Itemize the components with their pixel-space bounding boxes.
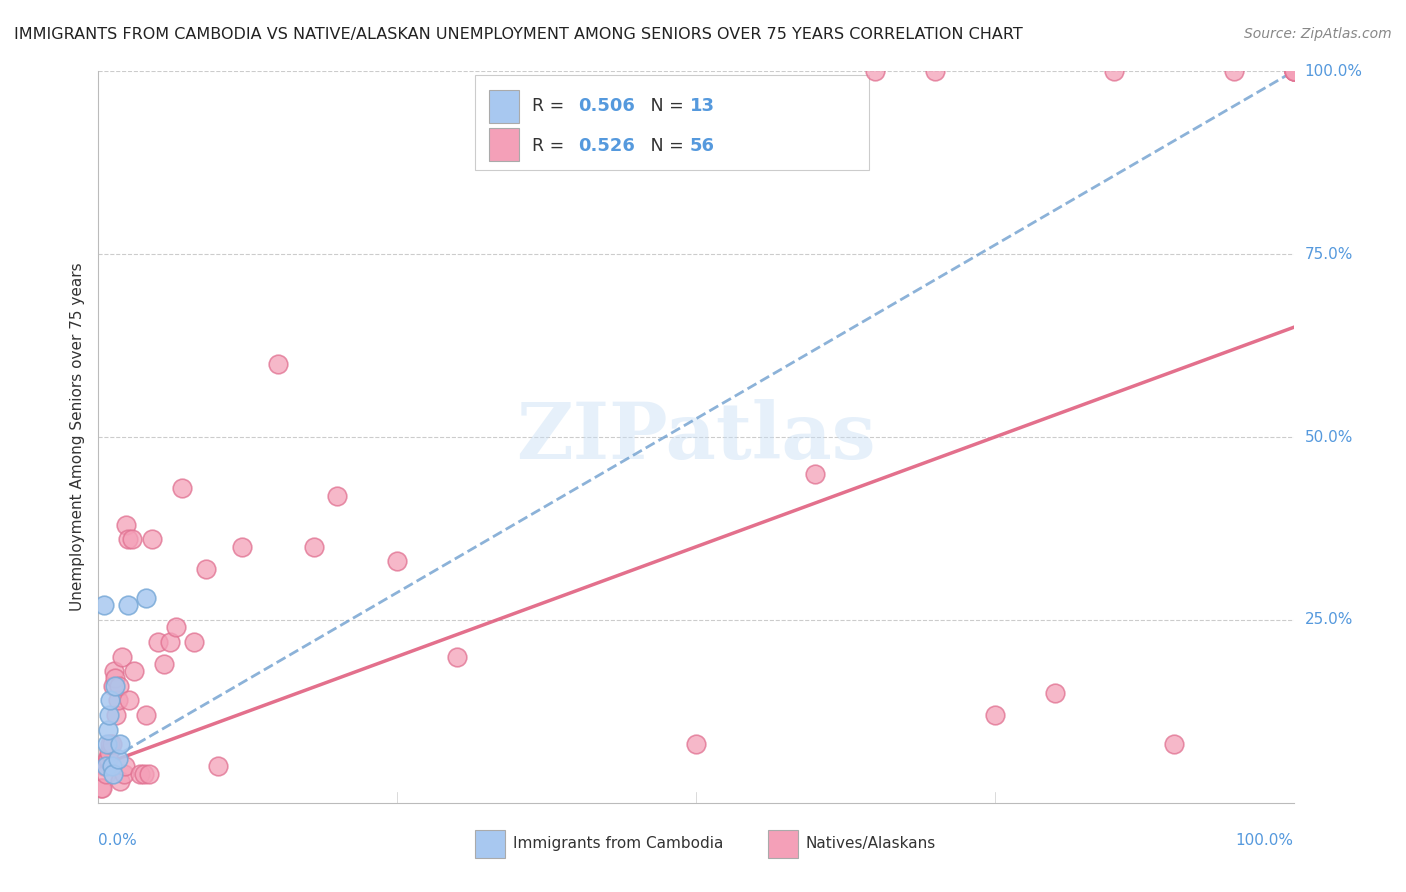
Point	[98, 737, 122, 751]
Point	[115, 517, 138, 532]
Point	[138, 766, 160, 780]
Point	[117, 533, 139, 547]
FancyBboxPatch shape	[489, 90, 519, 122]
Point	[96, 737, 118, 751]
Point	[141, 533, 163, 547]
FancyBboxPatch shape	[489, 128, 519, 161]
Point	[804, 467, 827, 481]
Point	[1104, 64, 1126, 78]
Point	[124, 664, 146, 678]
Text: 25.0%: 25.0%	[1305, 613, 1353, 627]
Point	[101, 679, 124, 693]
Point	[195, 562, 218, 576]
Point	[104, 679, 127, 693]
Point	[326, 489, 349, 503]
Point	[93, 599, 115, 613]
Text: 50.0%: 50.0%	[1305, 430, 1353, 444]
Point	[93, 759, 115, 773]
Point	[90, 781, 112, 796]
Point	[118, 693, 141, 707]
Point	[98, 708, 121, 723]
Point	[135, 708, 157, 723]
Point	[107, 679, 129, 693]
Text: 0.0%: 0.0%	[98, 833, 138, 848]
Point	[231, 540, 253, 554]
Text: 0.526: 0.526	[578, 137, 634, 155]
Text: 56: 56	[690, 137, 716, 155]
Point	[267, 357, 290, 371]
Point	[112, 766, 135, 780]
Point	[107, 752, 129, 766]
Point	[135, 591, 157, 605]
Point	[132, 766, 155, 780]
Text: N =: N =	[634, 137, 689, 155]
Point	[98, 745, 121, 759]
Point	[1043, 686, 1066, 700]
Point	[153, 657, 176, 671]
Point	[183, 635, 205, 649]
Point	[101, 766, 124, 780]
Text: 0.506: 0.506	[578, 97, 634, 115]
Text: R =: R =	[533, 97, 569, 115]
Point	[97, 723, 120, 737]
Point	[165, 620, 187, 634]
Point	[865, 64, 887, 78]
Point	[108, 737, 131, 751]
Text: 100.0%: 100.0%	[1305, 64, 1362, 78]
Point	[924, 64, 946, 78]
Point	[94, 766, 117, 780]
Point	[1282, 64, 1305, 78]
Point	[91, 781, 114, 796]
Point	[111, 649, 134, 664]
Point	[446, 649, 468, 664]
Point	[1163, 737, 1185, 751]
Point	[100, 737, 122, 751]
Text: Immigrants from Cambodia: Immigrants from Cambodia	[513, 837, 724, 851]
Point	[100, 759, 122, 773]
FancyBboxPatch shape	[768, 830, 797, 858]
FancyBboxPatch shape	[475, 830, 505, 858]
Point	[148, 635, 170, 649]
Point	[94, 759, 117, 773]
Point	[114, 759, 136, 773]
Text: ZIPatlas: ZIPatlas	[516, 399, 876, 475]
Point	[121, 533, 143, 547]
Point	[108, 773, 131, 788]
Point	[1282, 64, 1305, 78]
Point	[96, 752, 118, 766]
FancyBboxPatch shape	[475, 75, 869, 170]
Text: N =: N =	[634, 97, 689, 115]
Point	[984, 708, 1007, 723]
Point	[97, 752, 120, 766]
Point	[207, 759, 229, 773]
Text: 13: 13	[690, 97, 716, 115]
Point	[1282, 64, 1305, 78]
Text: 100.0%: 100.0%	[1236, 833, 1294, 848]
Point	[1282, 64, 1305, 78]
Y-axis label: Unemployment Among Seniors over 75 years: Unemployment Among Seniors over 75 years	[69, 263, 84, 611]
Point	[385, 554, 409, 568]
Text: 75.0%: 75.0%	[1305, 247, 1353, 261]
Point	[107, 693, 129, 707]
Text: IMMIGRANTS FROM CAMBODIA VS NATIVE/ALASKAN UNEMPLOYMENT AMONG SENIORS OVER 75 YE: IMMIGRANTS FROM CAMBODIA VS NATIVE/ALASK…	[14, 27, 1022, 42]
Point	[103, 664, 125, 678]
Point	[105, 708, 128, 723]
Point	[129, 766, 152, 780]
Point	[98, 693, 122, 707]
Point	[1223, 64, 1246, 78]
Point	[172, 481, 194, 495]
Text: Source: ZipAtlas.com: Source: ZipAtlas.com	[1244, 27, 1392, 41]
Point	[117, 599, 139, 613]
Point	[302, 540, 325, 554]
Point	[685, 737, 707, 751]
Text: R =: R =	[533, 137, 569, 155]
Text: Natives/Alaskans: Natives/Alaskans	[806, 837, 936, 851]
Point	[159, 635, 181, 649]
Point	[104, 672, 127, 686]
